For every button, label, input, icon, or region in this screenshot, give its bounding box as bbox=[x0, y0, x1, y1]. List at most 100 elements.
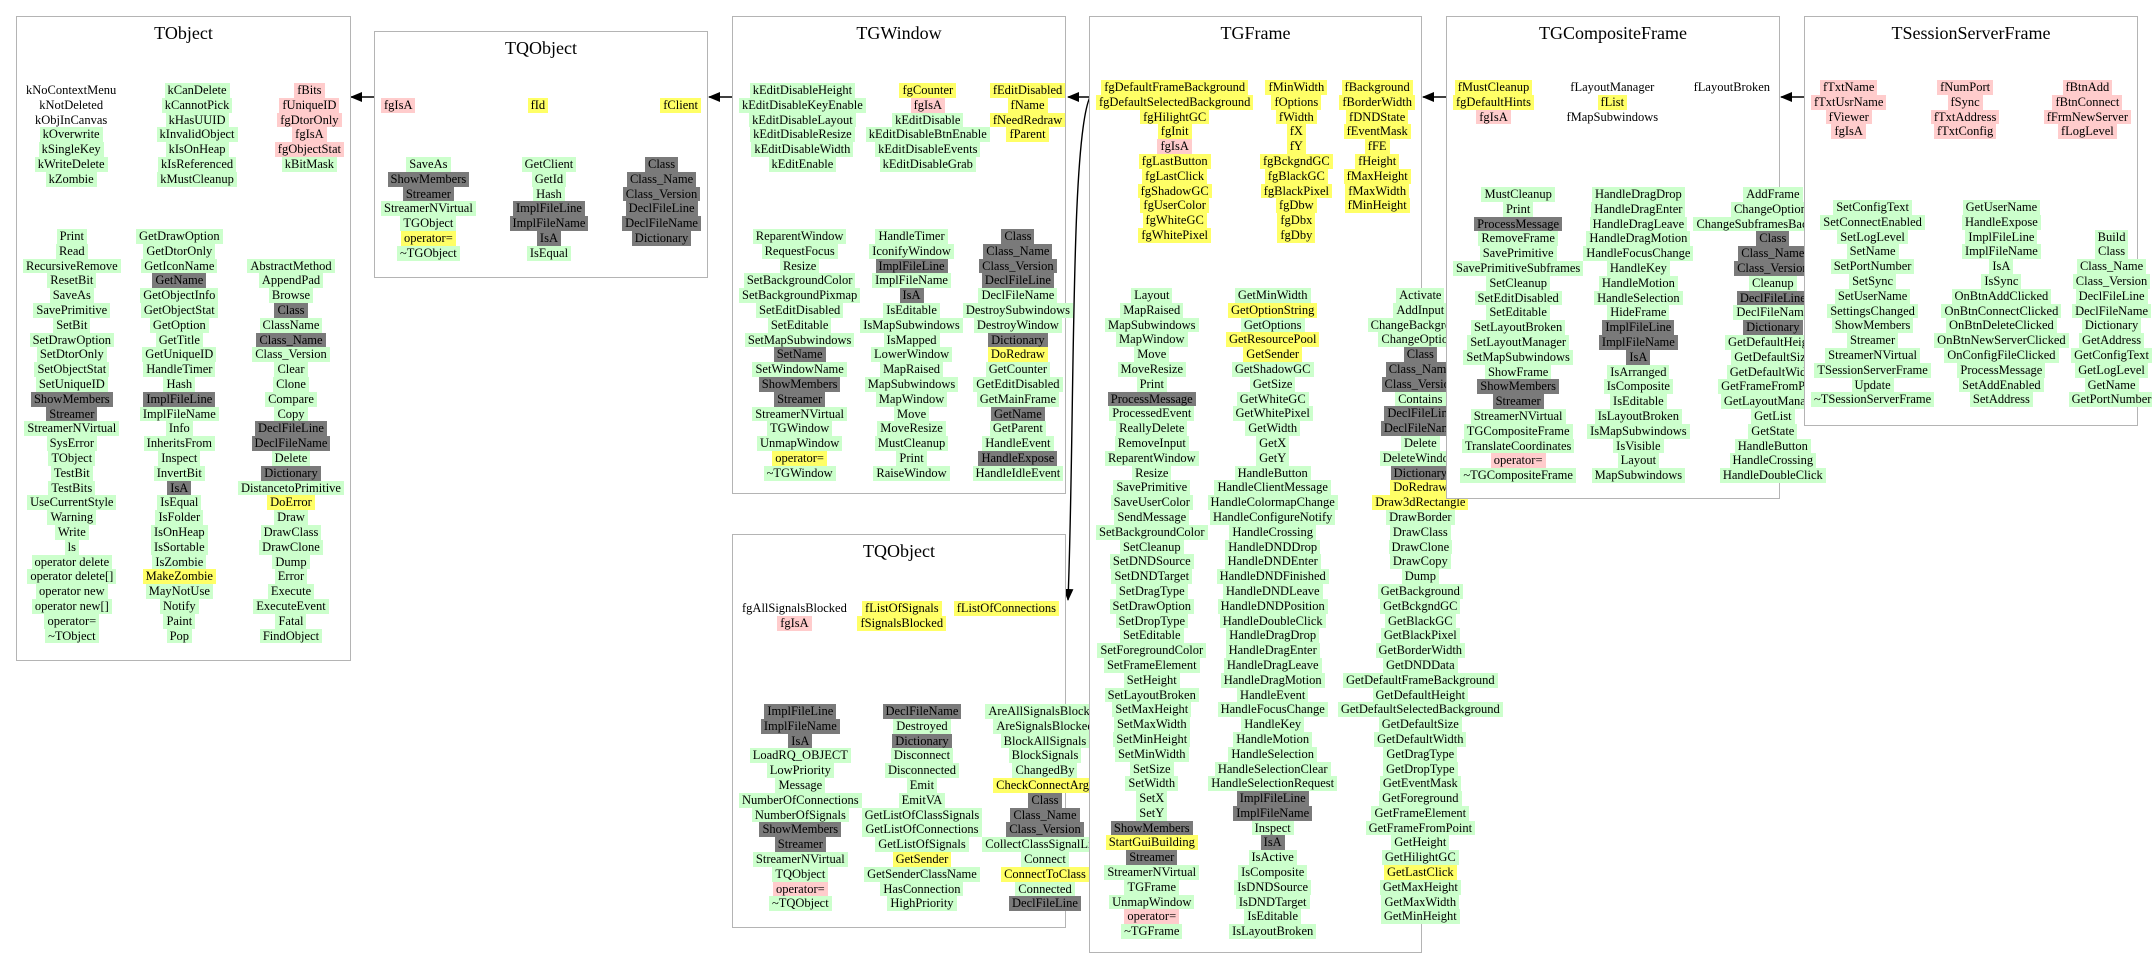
data-member: fEditDisabled bbox=[989, 83, 1066, 98]
method: DestroySubwindows bbox=[962, 302, 1073, 318]
method: SetLayoutBroken bbox=[1471, 320, 1566, 335]
method: SetConnectEnabled bbox=[1820, 214, 1925, 230]
method: ProcessMessage bbox=[1957, 362, 2046, 378]
methods-section: Layout MapRaised MapSubwindows MapWindow Mov… bbox=[1096, 288, 1503, 940]
method: GetDragType bbox=[1383, 746, 1458, 762]
method: Contains bbox=[1395, 391, 1446, 407]
method: GetCounter bbox=[985, 362, 1051, 377]
method: Notify bbox=[160, 598, 199, 614]
method: Emit bbox=[906, 777, 938, 793]
method: Resize bbox=[779, 258, 820, 274]
method: Connect bbox=[1021, 851, 1069, 867]
member-column: Layout MapRaised MapSubwindows MapWindow Mov… bbox=[1096, 288, 1208, 940]
data-member: fgIsA bbox=[1157, 139, 1192, 154]
method: DeclFileName bbox=[1733, 305, 1813, 321]
method: SetDragType bbox=[1115, 583, 1188, 599]
method: Dump bbox=[1401, 569, 1439, 584]
method: GetObjectInfo bbox=[140, 288, 219, 303]
method: AppendPad bbox=[258, 273, 324, 289]
method: SetEditDisabled bbox=[1474, 290, 1562, 306]
method: DrawClone bbox=[259, 539, 323, 555]
method: IsMapped bbox=[883, 332, 940, 348]
data-member: fgDefaultHints bbox=[1453, 94, 1534, 110]
method: AbstractMethod bbox=[247, 258, 335, 274]
method: SendMessage bbox=[1114, 509, 1190, 525]
method: StreamerNVirtual bbox=[752, 851, 848, 867]
method: ChangeOptions bbox=[1378, 332, 1463, 348]
member-column: Print Read RecursiveRemove ResetBit SaveAs Sa… bbox=[23, 229, 121, 644]
member-column: ImplFileLine ImplFileName IsA LoadRQ_OBJECT… bbox=[739, 704, 862, 912]
method: IsA bbox=[899, 288, 924, 303]
member-column: fId bbox=[527, 98, 549, 113]
member-column: fBtnAdd fBtnConnect fFrmNewServer fLogLevel bbox=[2043, 80, 2131, 140]
member-column: fgAllSignalsBlocked fgIsA bbox=[739, 601, 850, 631]
data-member: kEditDisableWidth bbox=[751, 142, 854, 157]
method: SavePrimitive bbox=[33, 302, 111, 318]
method: Streamer bbox=[774, 391, 826, 407]
method: IsFolder bbox=[155, 510, 204, 525]
method: GetName bbox=[152, 273, 207, 289]
method: CollectClassSignalLists bbox=[982, 837, 1108, 852]
data-member: fgIsA bbox=[910, 97, 946, 113]
data-member: kWriteDelete bbox=[34, 156, 108, 172]
method: operator= bbox=[1490, 453, 1546, 469]
method: HandleTimer bbox=[875, 229, 948, 244]
method: AreSignalsBlocked bbox=[993, 718, 1097, 734]
method: SetY bbox=[1136, 805, 1168, 821]
method: Class_Version bbox=[2072, 273, 2151, 289]
member-column: SaveAs ShowMembers Streamer StreamerNVirtua… bbox=[381, 157, 476, 261]
method: HandleDNDDrop bbox=[1225, 539, 1321, 555]
method: Dictionary bbox=[988, 332, 1048, 348]
data-member: fgBlackPixel bbox=[1260, 183, 1332, 199]
method: IconifyWindow bbox=[869, 243, 954, 259]
method: DrawCopy bbox=[1389, 554, 1451, 570]
method: GetDtorOnly bbox=[143, 243, 216, 259]
method: Class_Name bbox=[1385, 361, 1455, 377]
method: Fatal bbox=[275, 613, 307, 629]
method: Error bbox=[274, 569, 308, 585]
member-column: fgDefaultFrameBackground fgDefaultSelecte… bbox=[1096, 80, 1254, 243]
method: DeclFileLine bbox=[625, 201, 698, 217]
member-column: GetDrawOption GetDtorOnly GetIconName GetNa… bbox=[136, 229, 223, 644]
method: ImplFileLine bbox=[875, 258, 948, 274]
method: GetDefaultSize bbox=[1731, 349, 1815, 365]
member-column: Class Class_Name Class_Version DeclFileLine… bbox=[962, 229, 1073, 481]
method: HandleDNDLeave bbox=[1222, 583, 1323, 599]
method: DeclFileName bbox=[2072, 303, 2151, 319]
method: Dictionary bbox=[261, 465, 321, 481]
method: GetMaxHeight bbox=[1379, 879, 1461, 895]
data-member: kIsReferenced bbox=[157, 156, 237, 172]
method: TGObject bbox=[400, 216, 457, 231]
data-member: fMustCleanup bbox=[1454, 80, 1533, 95]
method: Cleanup bbox=[1748, 275, 1797, 291]
method: Message bbox=[775, 777, 826, 793]
method: IsEqual bbox=[526, 245, 572, 261]
method: MapWindow bbox=[1116, 332, 1188, 348]
method: SetUserName bbox=[1834, 288, 1911, 304]
data-member: fOptions bbox=[1271, 94, 1322, 110]
method: GetDefaultFrameBackground bbox=[1343, 672, 1498, 688]
data-member: fLayoutBroken bbox=[1693, 80, 1770, 94]
method: SetWidth bbox=[1125, 776, 1179, 792]
method: Move bbox=[1134, 347, 1170, 362]
method: Dictionary bbox=[2081, 318, 2142, 334]
member-column: kEditDisableHeight kEditDisableKeyEnable k… bbox=[739, 83, 866, 172]
method: DeclFileLine bbox=[255, 421, 327, 437]
method: StreamerNVirtual bbox=[752, 406, 848, 422]
member-column: SetConfigText SetConnectEnabled SetLogLeve… bbox=[1811, 200, 1935, 408]
method: Print bbox=[1136, 376, 1167, 392]
method: SetSync bbox=[1849, 273, 1897, 289]
method: ImplFileName bbox=[509, 216, 589, 231]
method: SetConfigText bbox=[1833, 200, 1912, 215]
member-column: fTxtName fTxtUsrName fViewer fgIsA bbox=[1811, 80, 1887, 140]
method: GetMaxWidth bbox=[1381, 894, 1460, 910]
method: HideFrame bbox=[1607, 305, 1670, 321]
method: Activate bbox=[1396, 288, 1445, 303]
method: GetUniqueID bbox=[142, 347, 217, 363]
method: GetFrameFromPoint bbox=[1365, 820, 1476, 836]
method: SetForegroundColor bbox=[1097, 643, 1207, 658]
method: HandleDragDrop bbox=[1591, 187, 1685, 202]
method: SetEditable bbox=[1486, 305, 1550, 321]
method: HandleDragLeave bbox=[1223, 657, 1322, 673]
member-column: GetClient GetId Hash ImplFileLine ImplFileNa… bbox=[509, 157, 589, 261]
